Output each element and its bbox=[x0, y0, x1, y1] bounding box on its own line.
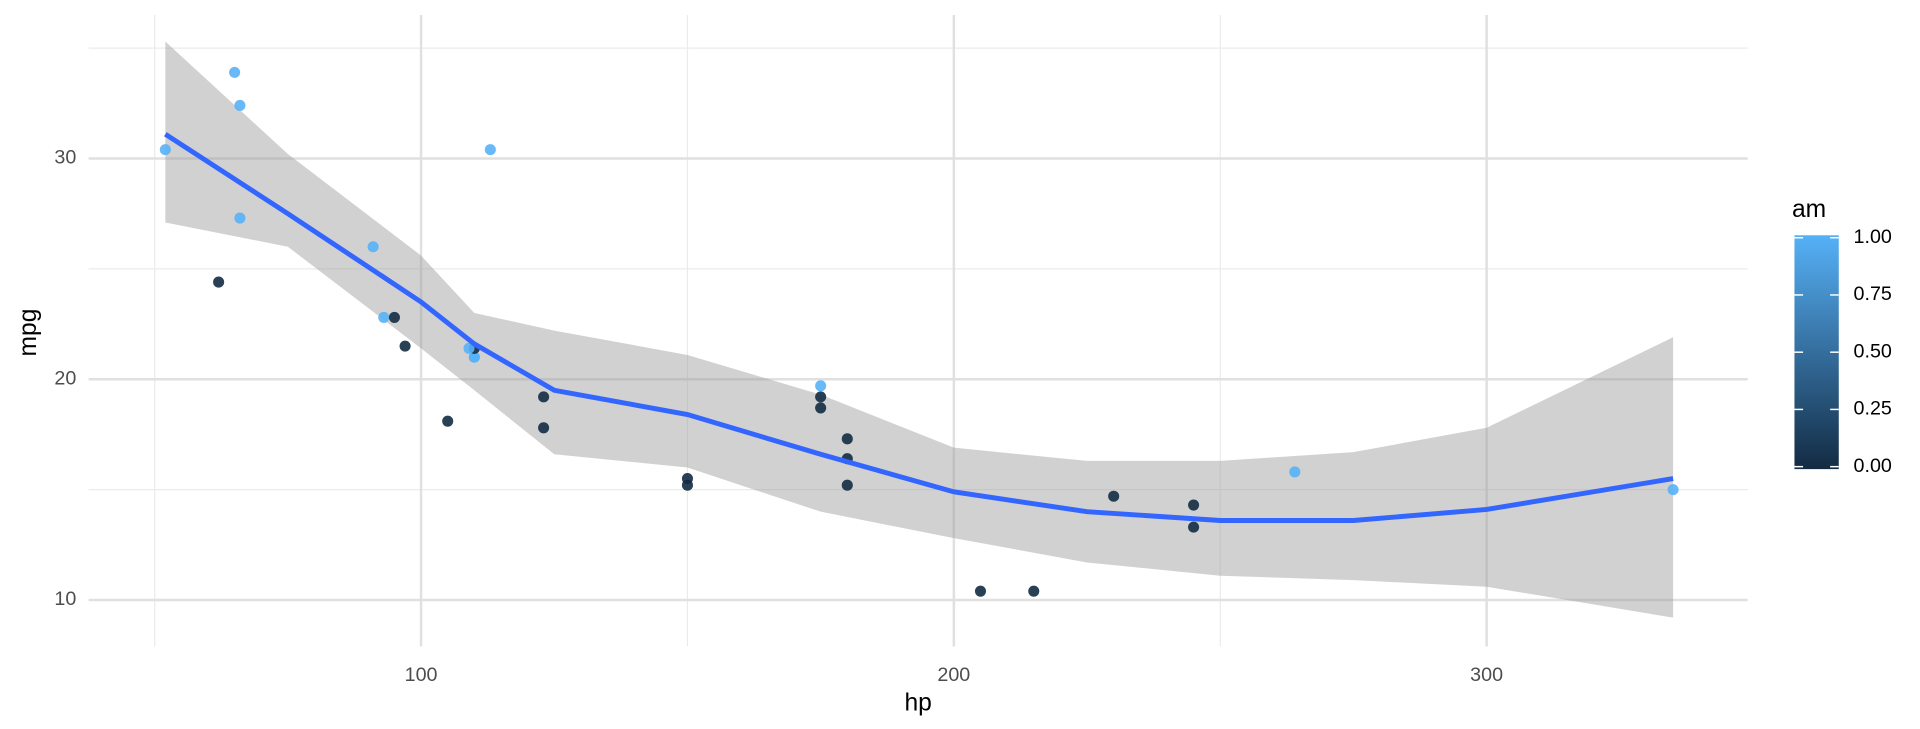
point bbox=[815, 380, 827, 392]
y-tick-label: 30 bbox=[54, 147, 76, 169]
y-tick-label: 10 bbox=[54, 588, 76, 610]
point bbox=[159, 144, 171, 156]
point bbox=[213, 276, 225, 288]
legend-tick-label: 1.00 bbox=[1854, 226, 1892, 248]
point bbox=[538, 391, 550, 403]
point bbox=[442, 415, 454, 427]
legend-tick-label: 0.50 bbox=[1854, 340, 1892, 362]
point bbox=[378, 311, 390, 323]
point bbox=[234, 212, 246, 224]
point bbox=[468, 351, 480, 363]
y-axis-label: mpg bbox=[15, 309, 42, 357]
legend-title: am bbox=[1792, 196, 1826, 223]
x-tick-label: 200 bbox=[937, 664, 970, 686]
point bbox=[538, 422, 550, 434]
point bbox=[1028, 585, 1040, 597]
legend: 0.00 0.25 0.50 0.75 1.00 bbox=[1794, 226, 1892, 477]
grid: 100 200 300 10 20 30 bbox=[54, 14, 1748, 686]
point bbox=[1667, 484, 1679, 496]
point bbox=[1188, 521, 1200, 533]
point bbox=[463, 342, 475, 354]
x-tick-label: 300 bbox=[1470, 664, 1503, 686]
y-tick-label: 20 bbox=[54, 367, 76, 389]
point bbox=[229, 66, 241, 78]
point bbox=[974, 585, 987, 597]
point bbox=[841, 479, 853, 491]
point bbox=[388, 311, 400, 323]
point bbox=[1108, 490, 1120, 502]
point bbox=[484, 144, 496, 156]
legend-tick-label: 0.25 bbox=[1854, 398, 1892, 420]
point bbox=[1188, 499, 1200, 511]
point bbox=[367, 241, 379, 253]
point bbox=[815, 402, 827, 414]
x-axis-label: hp bbox=[904, 690, 931, 717]
point bbox=[681, 479, 693, 491]
point bbox=[399, 340, 411, 352]
point bbox=[815, 391, 827, 403]
point bbox=[1289, 466, 1301, 478]
plot-area bbox=[159, 41, 1679, 618]
x-tick-label: 100 bbox=[405, 664, 438, 686]
point bbox=[234, 99, 246, 112]
smooth-line bbox=[163, 132, 1674, 523]
legend-tick-label: 0.00 bbox=[1854, 455, 1892, 477]
confidence-band bbox=[165, 41, 1674, 618]
legend-tick-label: 0.75 bbox=[1854, 283, 1892, 305]
point bbox=[841, 433, 853, 445]
